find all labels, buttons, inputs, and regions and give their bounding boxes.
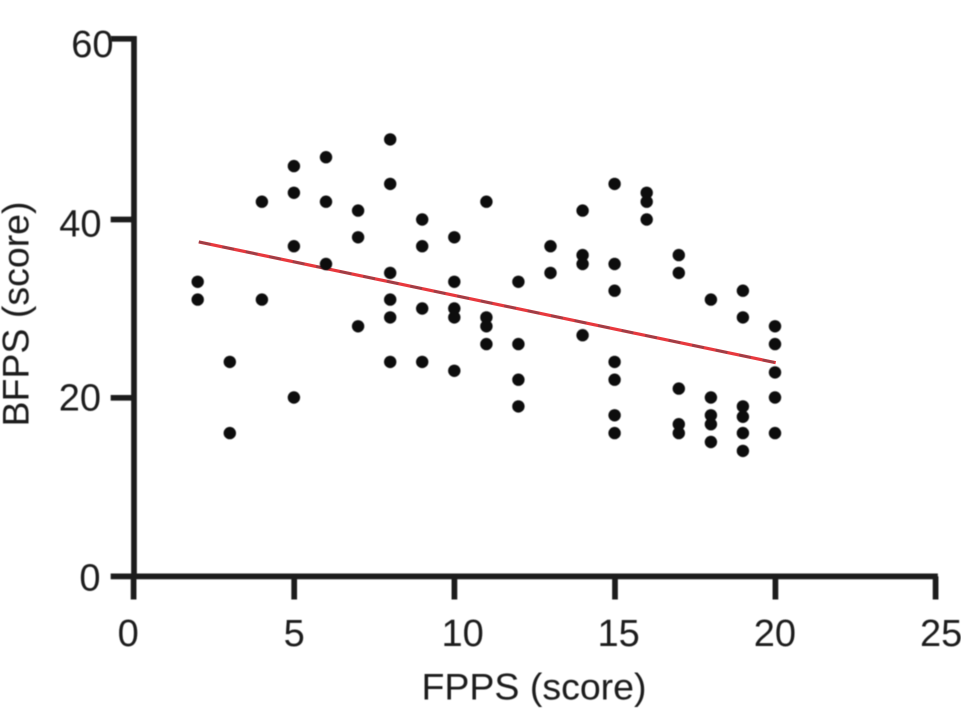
svg-text:60: 60	[71, 24, 113, 66]
svg-text:25: 25	[920, 613, 961, 655]
svg-text:15: 15	[598, 613, 640, 655]
svg-text:20: 20	[754, 613, 796, 655]
svg-text:20: 20	[59, 378, 101, 420]
svg-text:10: 10	[442, 613, 484, 655]
svg-text:5: 5	[284, 613, 305, 655]
svg-text:BFPS (score): BFPS (score)	[0, 201, 37, 426]
svg-text:0: 0	[79, 558, 100, 600]
svg-text:0: 0	[118, 613, 139, 655]
svg-text:40: 40	[59, 204, 101, 246]
svg-text:FPPS (score): FPPS (score)	[421, 666, 646, 708]
